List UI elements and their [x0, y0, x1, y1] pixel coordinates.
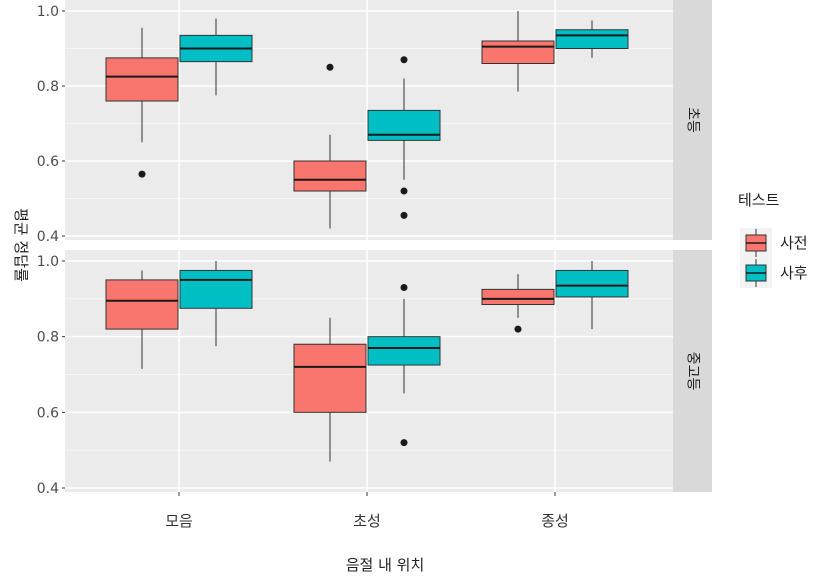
iqr-box	[293, 160, 367, 192]
box-사후-종성	[555, 20, 629, 58]
box-사후-모음	[179, 18, 253, 96]
box-사후-초성	[367, 56, 441, 219]
outlier-point	[400, 439, 408, 447]
panel-1: 0.4 0.6 0.8 1.0 초등	[37, 0, 712, 245]
iqr-box	[105, 57, 179, 102]
box-사전-모음	[105, 27, 179, 178]
outlier-point	[400, 211, 408, 219]
legend-item-사후: 사후	[740, 258, 808, 288]
x-tick-label: 모음	[165, 512, 193, 530]
iqr-box	[105, 279, 179, 330]
panel-2: 0.4 0.6 0.8 1.0 중고등	[37, 250, 712, 497]
outlier-point	[514, 325, 522, 333]
outlier-point	[326, 63, 334, 71]
legend-title: 테스트	[738, 191, 780, 209]
outlier-point	[400, 283, 408, 291]
y-tick-label: 0.8	[37, 330, 59, 346]
box-사전-모음	[105, 270, 179, 369]
box-사전-종성	[481, 274, 555, 333]
iqr-box	[293, 343, 367, 413]
box-사후-모음	[179, 261, 253, 347]
y-tick-label: 0.4	[37, 229, 59, 245]
box-사후-초성	[367, 283, 441, 447]
y-axis-title: 평균 정답률	[12, 208, 30, 282]
box-사전-초성	[293, 63, 367, 229]
facet-strip	[673, 250, 712, 492]
legend-label: 사전	[780, 234, 808, 252]
iqr-box	[481, 40, 555, 64]
iqr-box	[481, 288, 555, 306]
y-tick-label: 0.8	[37, 79, 59, 95]
legend-item-사전: 사전	[740, 228, 808, 258]
iqr-box	[367, 109, 441, 141]
y-tick-label: 0.6	[37, 154, 59, 170]
x-tick-label: 초성	[353, 512, 381, 530]
y-tick-label: 1.0	[37, 254, 59, 270]
outlier-point	[138, 170, 146, 178]
iqr-box	[179, 269, 253, 309]
box-사후-종성	[555, 261, 629, 330]
y-tick-label: 1.0	[37, 4, 59, 20]
facet-strip-label: 중고등	[685, 352, 701, 391]
x-axis-title: 음절 내 위치	[346, 556, 425, 574]
iqr-box	[367, 336, 441, 366]
facet-strip	[673, 0, 712, 240]
x-tick-label: 종성	[541, 512, 569, 530]
y-tick-label: 0.6	[37, 405, 59, 421]
facet-strip-label: 초등	[685, 107, 701, 133]
outlier-point	[400, 187, 408, 195]
box-사전-초성	[293, 317, 367, 462]
y-tick-label: 0.4	[37, 481, 59, 497]
outlier-point	[400, 56, 408, 64]
legend-label: 사후	[780, 264, 808, 282]
iqr-box	[555, 29, 629, 49]
box-사전-종성	[481, 11, 555, 92]
iqr-box	[555, 269, 629, 298]
